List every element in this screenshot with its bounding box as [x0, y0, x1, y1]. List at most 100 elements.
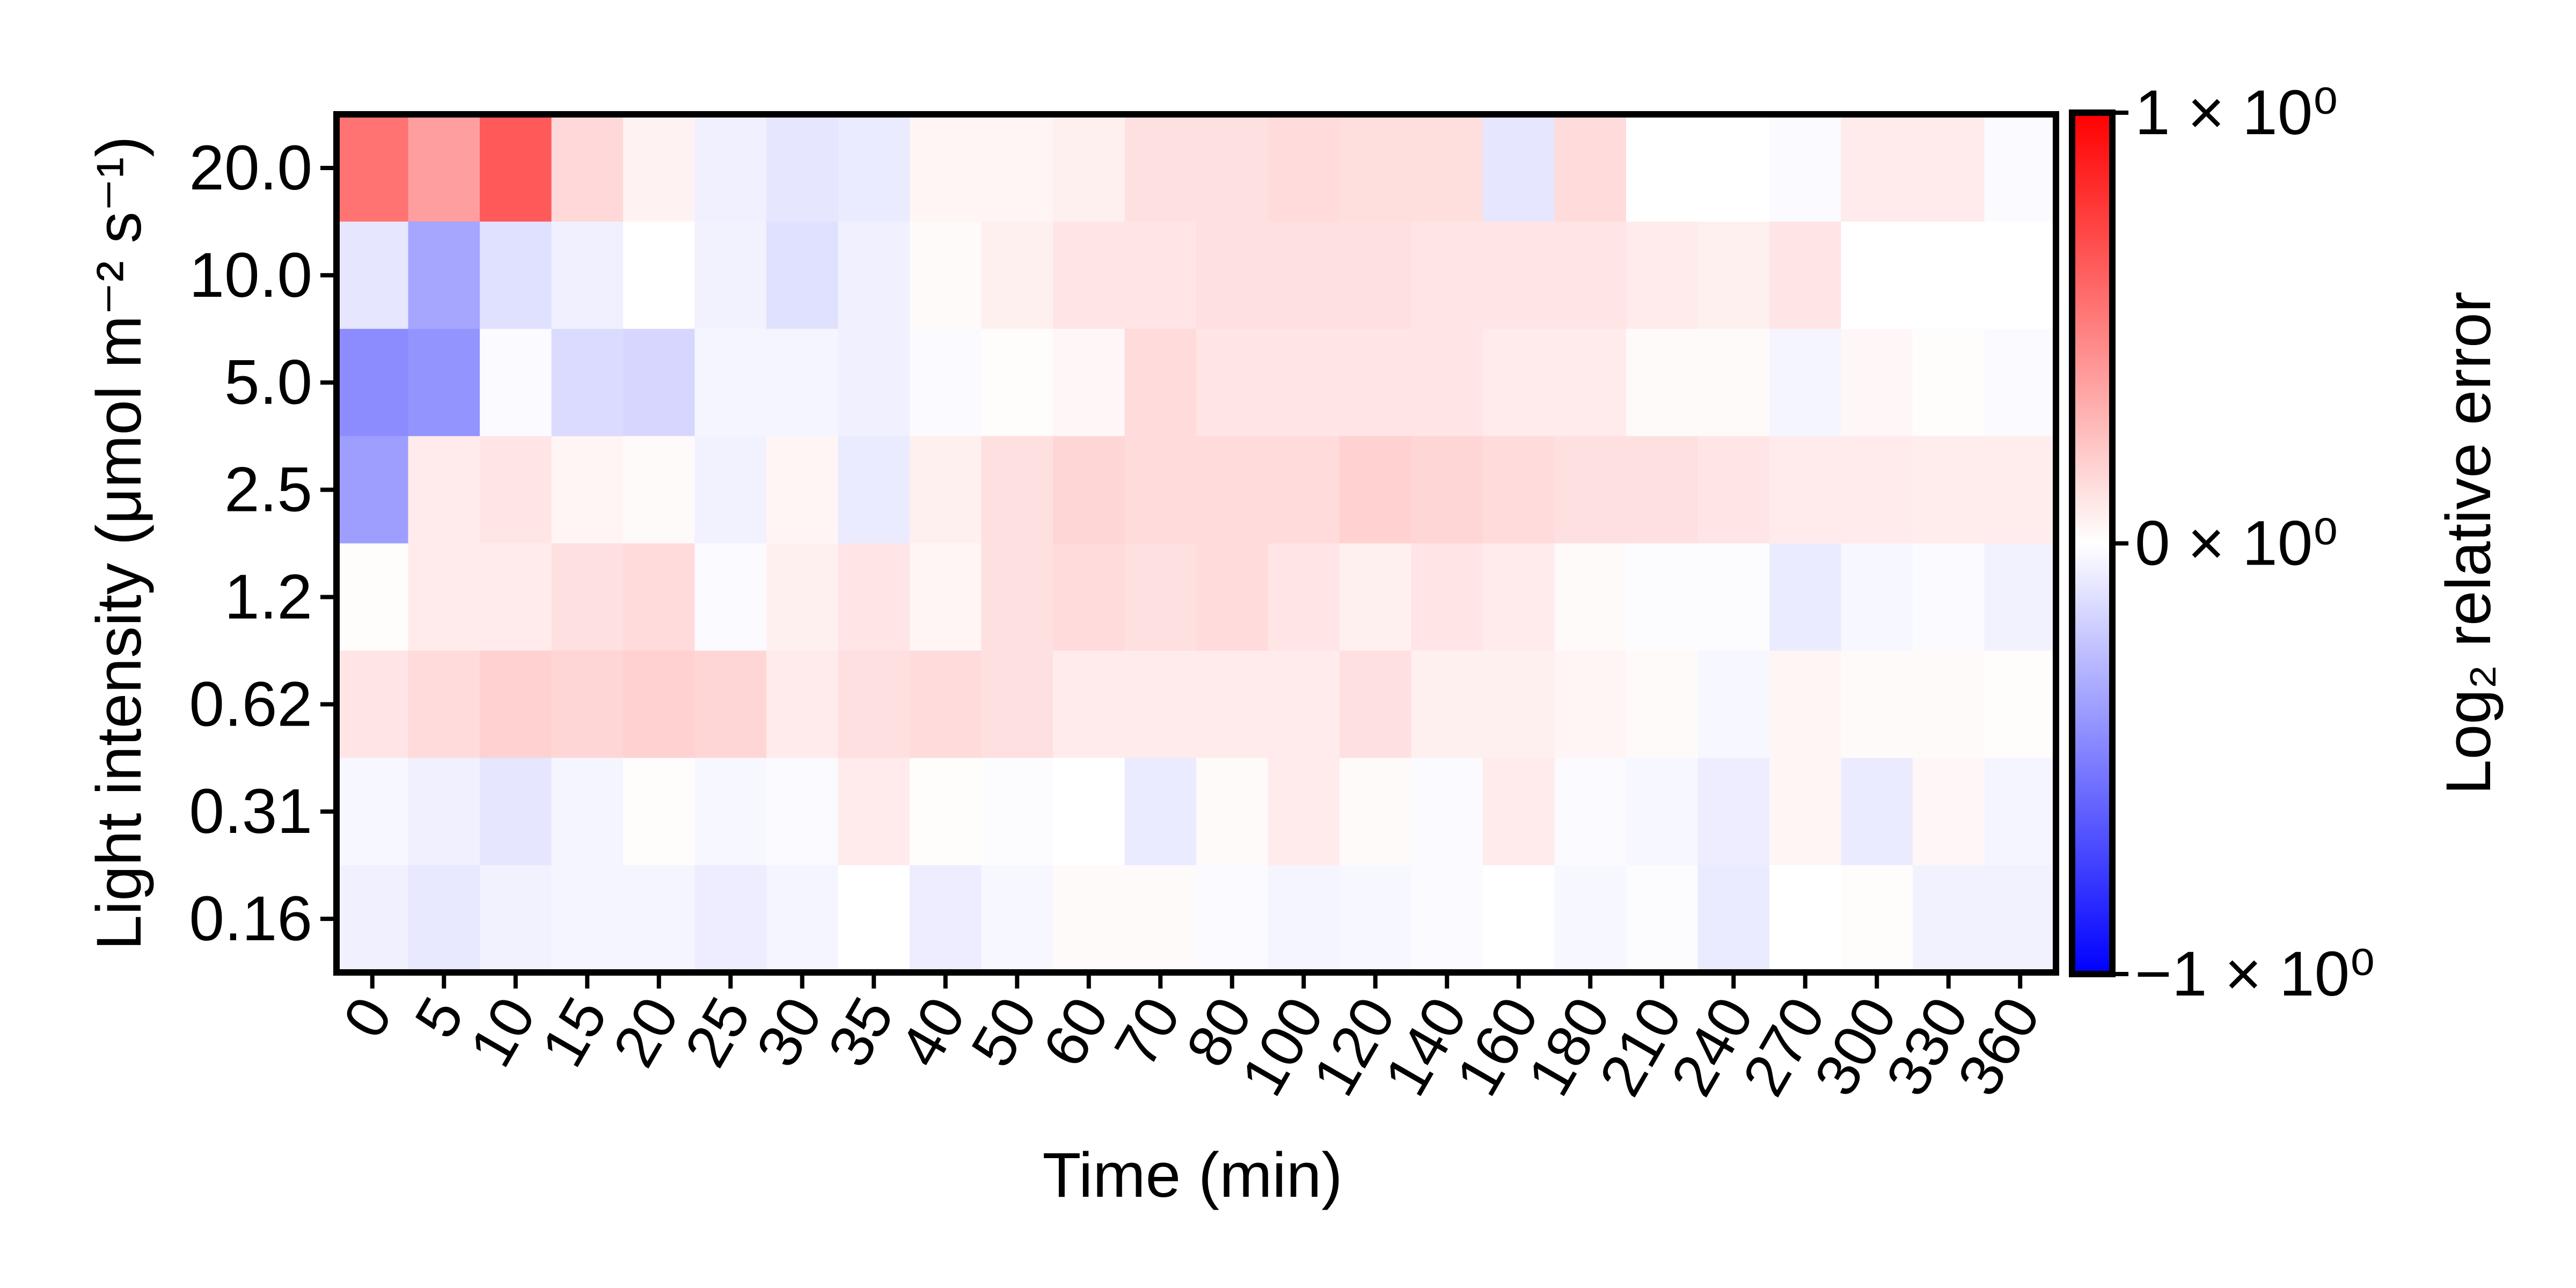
- x-axis-label: Time (min): [1042, 1140, 1342, 1211]
- heatmap-cell: [766, 865, 839, 973]
- heatmap-cell: [981, 758, 1053, 866]
- heatmap-cell: [551, 543, 624, 652]
- heatmap-cell: [1769, 328, 1842, 437]
- heatmap-cell: [1268, 650, 1340, 759]
- x-tick-label: 25: [672, 986, 764, 1078]
- heatmap-cell: [1769, 114, 1842, 222]
- heatmap-cell: [766, 328, 839, 437]
- heatmap-cell: [1554, 436, 1627, 544]
- x-tick-label: 15: [529, 986, 620, 1078]
- heatmap-cell: [1196, 865, 1269, 973]
- heatmap-cell: [694, 221, 767, 330]
- heatmap-cell: [1196, 436, 1269, 544]
- colorbar-tick-label: 1 × 10⁰: [2135, 77, 2338, 148]
- heatmap-cell: [1984, 114, 2057, 222]
- heatmap-cell: [1697, 543, 1770, 652]
- y-tick-label: 0.62: [189, 669, 312, 740]
- heatmap-cell: [623, 758, 696, 866]
- heatmap-cell: [1697, 865, 1770, 973]
- y-tick-label: 10.0: [189, 240, 312, 311]
- heatmap-cell: [408, 865, 480, 973]
- heatmap-cell: [1483, 114, 1555, 222]
- heatmap-cell: [336, 543, 409, 652]
- heatmap-cell: [838, 221, 910, 330]
- heatmap-cell: [1196, 114, 1269, 222]
- heatmap-cell: [1913, 865, 1985, 973]
- heatmap-cell: [336, 436, 409, 544]
- x-tick-label: 40: [887, 986, 978, 1078]
- heatmap-cell: [838, 328, 910, 437]
- heatmap-cell: [480, 328, 552, 437]
- heatmap-cell: [1697, 328, 1770, 437]
- heatmap-cell: [1196, 221, 1269, 330]
- heatmap-cell: [1913, 328, 1985, 437]
- heatmap-cell: [1268, 436, 1340, 544]
- heatmap-cell: [623, 114, 696, 222]
- heatmap-cell: [1769, 865, 1842, 973]
- heatmap-cell: [1340, 758, 1412, 866]
- heatmap-cell: [1984, 543, 2057, 652]
- heatmap-cell: [838, 436, 910, 544]
- heatmap-cell: [480, 865, 552, 973]
- heatmap-cell: [1483, 328, 1555, 437]
- heatmap-cell: [1340, 221, 1412, 330]
- heatmap-cell: [838, 758, 910, 866]
- heatmap-cell: [1483, 758, 1555, 866]
- heatmap-cell: [1340, 865, 1412, 973]
- heatmap-cell: [623, 221, 696, 330]
- heatmap-cell: [1196, 758, 1269, 866]
- heatmap-cell: [1841, 650, 1913, 759]
- heatmap-cell: [1124, 328, 1197, 437]
- heatmap-cell: [1411, 328, 1483, 437]
- heatmap-cell: [1841, 221, 1913, 330]
- heatmap-cell: [1483, 865, 1555, 973]
- x-tick-label: 20: [600, 986, 692, 1078]
- heatmap-cell: [336, 650, 409, 759]
- heatmap-cell: [1411, 650, 1483, 759]
- heatmap-cell: [1483, 221, 1555, 330]
- heatmap-cell: [1769, 758, 1842, 866]
- x-tick-label: 60: [1030, 986, 1122, 1078]
- colorbar-ticks: 1 × 10⁰ 0 × 10⁰ −1 × 10⁰: [2116, 77, 2375, 1009]
- heatmap-cell: [766, 650, 839, 759]
- heatmap-cell: [1554, 543, 1627, 652]
- heatmap-cell: [694, 650, 767, 759]
- heatmap-cell: [1483, 543, 1555, 652]
- heatmap-cell: [766, 221, 839, 330]
- heatmap-cell: [1268, 865, 1340, 973]
- heatmap-cell: [1411, 114, 1483, 222]
- heatmap-cell: [1124, 865, 1197, 973]
- heatmap-cell: [1626, 758, 1699, 866]
- heatmap-cell: [1196, 543, 1269, 652]
- heatmap-cell: [480, 650, 552, 759]
- heatmap-cell: [766, 114, 839, 222]
- heatmap-cell: [1626, 865, 1699, 973]
- x-axis: 0510152025303540506070801001201401601802…: [330, 976, 2053, 1107]
- heatmap-cell: [1841, 328, 1913, 437]
- heatmap-cell: [1554, 865, 1627, 973]
- heatmap-cell: [694, 114, 767, 222]
- heatmap-cell: [336, 865, 409, 973]
- heatmap-cell: [623, 865, 696, 973]
- x-tick-label: 360: [1944, 986, 2053, 1107]
- heatmap-cell: [1196, 650, 1269, 759]
- heatmap-cell: [1124, 650, 1197, 759]
- heatmap-cell: [480, 114, 552, 222]
- heatmap-cell: [1697, 650, 1770, 759]
- heatmap-cell: [1124, 543, 1197, 652]
- heatmap-cell: [1053, 865, 1125, 973]
- heatmap-cell: [480, 543, 552, 652]
- heatmap-cell: [551, 221, 624, 330]
- heatmap-cell: [1268, 543, 1340, 652]
- heatmap-cell: [1483, 436, 1555, 544]
- heatmap-cell: [408, 758, 480, 866]
- heatmap-cell: [1841, 865, 1913, 973]
- heatmap-cell: [1340, 650, 1412, 759]
- heatmap-cell: [1626, 543, 1699, 652]
- y-axis: 20.0 10.0 5.0 2.5 1.2 0.62 0.31 0.16: [189, 133, 333, 954]
- y-tick-label: 0.16: [189, 883, 312, 954]
- y-tick-label: 2.5: [224, 455, 312, 525]
- heatmap-cells: [336, 114, 2057, 973]
- heatmap-cell: [1268, 328, 1340, 437]
